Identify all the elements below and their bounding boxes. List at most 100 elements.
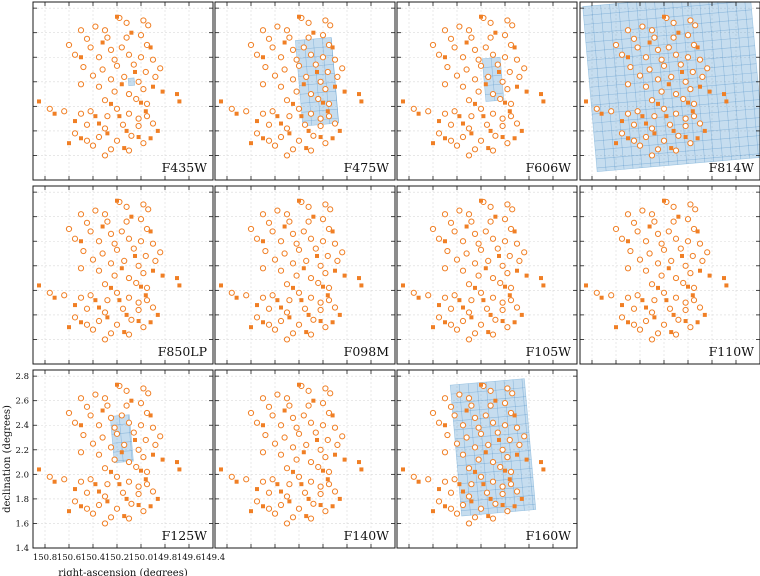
- filled-point: [129, 30, 134, 35]
- open-point: [305, 19, 312, 26]
- open-point: [492, 132, 499, 139]
- open-point: [666, 305, 674, 312]
- filled-point: [457, 298, 462, 303]
- open-point: [293, 56, 300, 63]
- panel-grid: [580, 186, 760, 365]
- open-point: [327, 206, 334, 213]
- filled-point: [255, 487, 259, 492]
- open-point: [682, 299, 689, 306]
- open-point: [89, 510, 97, 517]
- open-point: [504, 201, 511, 208]
- panel-filter-label: F110W: [709, 344, 755, 359]
- open-point: [680, 279, 687, 287]
- filled-point: [129, 398, 134, 403]
- open-point: [307, 331, 315, 338]
- open-point: [101, 520, 109, 527]
- open-point: [429, 225, 437, 233]
- open-point: [119, 489, 127, 496]
- filled-point: [401, 467, 405, 472]
- open-point: [699, 257, 706, 264]
- footprint-tile: [481, 56, 505, 102]
- filled-point: [325, 109, 330, 114]
- open-point: [465, 336, 473, 343]
- open-point: [435, 498, 443, 505]
- filled-point: [656, 285, 660, 290]
- panel-content: [219, 198, 364, 343]
- open-point: [453, 142, 461, 149]
- open-point: [113, 430, 121, 437]
- open-point: [677, 245, 684, 252]
- filled-point: [136, 135, 141, 140]
- tile-edge: [725, 2, 741, 160]
- open-point: [692, 206, 699, 213]
- open-point: [331, 488, 339, 495]
- open-point: [303, 73, 310, 80]
- open-point: [121, 441, 128, 448]
- tile-edge: [596, 153, 760, 169]
- open-point: [435, 51, 443, 58]
- open-point: [501, 422, 509, 429]
- filled-point: [640, 114, 645, 119]
- open-point: [477, 62, 485, 69]
- open-point: [459, 451, 467, 458]
- open-point: [295, 321, 303, 328]
- open-point: [494, 429, 501, 436]
- open-point: [334, 257, 341, 264]
- open-point: [113, 246, 121, 253]
- open-point: [301, 489, 309, 496]
- open-point: [101, 309, 109, 316]
- filled-point: [695, 45, 700, 50]
- filled-point: [493, 214, 498, 219]
- filled-point: [357, 276, 361, 281]
- open-point: [666, 121, 674, 128]
- open-point: [157, 433, 164, 440]
- filled-point: [234, 111, 239, 116]
- open-point: [630, 321, 638, 328]
- filled-point: [115, 14, 119, 19]
- tile-edge: [454, 423, 529, 431]
- filled-point: [662, 198, 666, 203]
- open-point: [492, 316, 499, 323]
- filled-point: [497, 253, 501, 258]
- open-point: [262, 247, 269, 255]
- tile-edge: [593, 117, 760, 133]
- open-point: [504, 385, 511, 392]
- tile-edge: [296, 55, 333, 59]
- open-point: [501, 216, 509, 223]
- open-point: [283, 336, 291, 343]
- filled-point: [481, 114, 486, 119]
- open-point: [639, 207, 646, 214]
- filled-point: [321, 100, 325, 105]
- open-point: [468, 297, 475, 304]
- open-point: [135, 483, 142, 490]
- open-point: [289, 76, 297, 83]
- panel-f435w: F435W: [32, 1, 214, 181]
- filled-point: [304, 514, 309, 519]
- filled-point: [620, 119, 624, 124]
- open-point: [95, 317, 103, 325]
- panel-filter-label: F435W: [162, 160, 208, 175]
- open-point: [441, 294, 449, 301]
- x-tick-label: 149.6: [177, 553, 201, 563]
- coverage-footprint: [294, 37, 340, 127]
- filled-point: [483, 266, 488, 271]
- filled-point: [507, 293, 512, 298]
- filled-point: [37, 467, 41, 472]
- open-point: [87, 476, 94, 483]
- filled-point: [148, 320, 153, 325]
- open-point: [451, 412, 458, 419]
- open-point: [135, 306, 142, 314]
- open-point: [651, 34, 658, 41]
- open-point: [624, 265, 632, 272]
- panel-filter-label: F140W: [344, 528, 390, 543]
- open-point: [71, 235, 79, 242]
- filled-point: [493, 30, 498, 35]
- open-point: [135, 490, 142, 498]
- x-tick-label: 150.8: [33, 553, 57, 563]
- panel-frame: [214, 1, 396, 181]
- open-point: [660, 105, 668, 112]
- open-point: [658, 56, 665, 63]
- filled-point: [680, 253, 684, 258]
- open-point: [325, 284, 333, 291]
- open-point: [277, 422, 285, 429]
